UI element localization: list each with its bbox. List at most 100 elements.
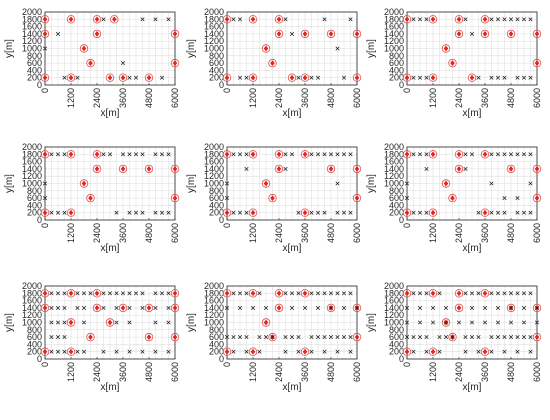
cross-marker xyxy=(166,291,171,296)
cross-marker xyxy=(322,335,327,340)
cross-marker xyxy=(404,335,410,340)
y-axis-label: y[m] xyxy=(4,174,15,193)
cross-marker xyxy=(404,196,410,201)
x-tick-label: 4800 xyxy=(326,223,336,243)
cross-marker xyxy=(296,210,301,215)
y-tick-label: 600 xyxy=(209,193,224,203)
cross-marker xyxy=(309,210,314,215)
x-tick-label: 6000 xyxy=(352,223,362,243)
diamond-marker xyxy=(66,289,76,298)
x-tick-label: 6000 xyxy=(170,223,180,243)
cross-marker xyxy=(62,335,67,340)
cross-marker xyxy=(489,335,494,340)
diamond-marker xyxy=(274,15,284,24)
cross-marker xyxy=(55,349,61,354)
diamond-marker xyxy=(40,73,50,82)
cross-marker xyxy=(411,349,416,354)
x-tick-label: 0 xyxy=(222,223,232,228)
cross-marker xyxy=(140,17,145,22)
diamond-marker xyxy=(248,347,258,356)
y-tick-label: 2000 xyxy=(22,281,42,291)
cross-marker xyxy=(101,152,106,157)
cross-marker xyxy=(315,75,321,80)
y-tick-label: 1800 xyxy=(204,14,224,24)
y-tick-label: 600 xyxy=(209,332,224,342)
cross-marker xyxy=(49,152,54,157)
y-tick-label: 800 xyxy=(209,186,224,196)
diamond-marker xyxy=(352,332,362,342)
y-tick-label: 800 xyxy=(27,51,42,61)
cross-marker xyxy=(101,291,106,296)
diamond-marker xyxy=(66,73,76,82)
cross-marker xyxy=(521,335,527,340)
x-tick-label: 4800 xyxy=(506,88,516,108)
cross-marker xyxy=(114,305,119,310)
x-tick-label: 0 xyxy=(402,362,412,367)
diamond-marker xyxy=(441,179,451,188)
cross-marker xyxy=(335,349,340,354)
cross-marker xyxy=(534,305,540,310)
cross-marker xyxy=(489,210,494,215)
cross-marker xyxy=(417,17,423,22)
x-tick-label: 0 xyxy=(402,223,412,228)
cross-marker xyxy=(463,349,468,354)
cross-marker xyxy=(424,210,429,215)
cross-marker xyxy=(244,75,249,80)
diamond-marker xyxy=(268,58,277,68)
diamond-marker xyxy=(79,44,89,53)
y-tick-label: 1800 xyxy=(204,149,224,159)
diamond-marker xyxy=(170,29,180,39)
x-tick-label: 3600 xyxy=(118,88,128,108)
x-tick-label: 3600 xyxy=(480,223,490,243)
diamond-marker xyxy=(110,15,119,24)
cross-marker xyxy=(315,210,321,215)
cross-marker xyxy=(437,335,442,340)
cross-marker xyxy=(75,75,80,80)
cross-marker xyxy=(502,210,507,215)
x-tick-label: 1200 xyxy=(66,223,76,243)
cross-marker xyxy=(489,181,494,186)
y-tick-label: 1400 xyxy=(384,29,404,39)
cross-marker xyxy=(456,320,462,325)
x-tick-label: 4800 xyxy=(144,223,154,243)
cross-marker xyxy=(430,305,436,310)
diamond-marker xyxy=(532,164,542,174)
cross-marker xyxy=(348,152,353,157)
cross-marker xyxy=(463,291,468,296)
cross-marker xyxy=(133,291,139,296)
cross-marker xyxy=(508,320,514,325)
diamond-marker xyxy=(40,208,50,217)
x-axis-label: x[m] xyxy=(283,108,302,119)
diamond-marker xyxy=(454,15,464,24)
cross-marker xyxy=(224,196,230,201)
diamond-marker xyxy=(274,29,284,39)
cross-marker xyxy=(411,17,416,22)
cross-marker xyxy=(528,181,533,186)
diamond-marker xyxy=(352,29,362,39)
diamond-marker xyxy=(248,73,258,82)
subplot-2: 0 1200 2400 3600 4800 60000200400600800100012… xyxy=(186,7,362,119)
cross-marker xyxy=(140,210,145,215)
cross-marker xyxy=(322,210,327,215)
diamond-marker xyxy=(222,15,232,24)
diamond-marker xyxy=(92,289,102,298)
cross-marker xyxy=(417,305,423,310)
cross-marker xyxy=(81,320,87,325)
cross-marker xyxy=(140,349,145,354)
y-tick-label: 1200 xyxy=(384,36,404,46)
y-tick-label: 400 xyxy=(209,339,224,349)
cross-marker xyxy=(443,305,449,310)
cross-marker xyxy=(244,335,249,340)
subplot-7: 0 1200 2400 3600 4800 60000200400600800100012… xyxy=(4,281,180,393)
cross-marker xyxy=(495,320,501,325)
y-tick-label: 1200 xyxy=(204,310,224,320)
cross-marker xyxy=(348,17,353,22)
diamond-marker xyxy=(402,150,412,159)
cross-marker xyxy=(443,335,449,340)
y-tick-label: 1800 xyxy=(384,149,404,159)
x-axis-label: x[m] xyxy=(283,243,302,254)
x-tick-label: 6000 xyxy=(532,362,542,382)
y-tick-label: 2000 xyxy=(384,7,404,17)
cross-marker xyxy=(348,291,353,296)
diamond-marker xyxy=(66,347,76,356)
